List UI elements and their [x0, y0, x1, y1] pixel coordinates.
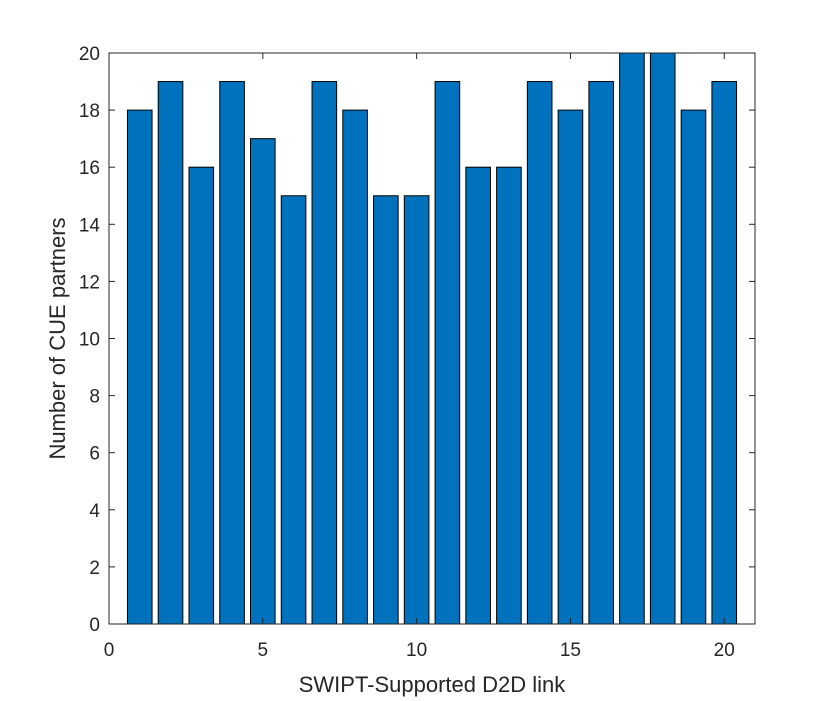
y-tick-label: 0 [89, 615, 100, 636]
bar [219, 81, 245, 625]
bar [588, 81, 615, 625]
bar [403, 195, 430, 625]
x-tick-label: 5 [258, 640, 269, 661]
y-tick-label: 16 [79, 158, 100, 179]
bar [434, 81, 461, 625]
bar [649, 52, 676, 625]
y-tick-label: 6 [89, 444, 100, 465]
bar [680, 109, 707, 625]
y-tick-label: 20 [79, 44, 100, 65]
bar [126, 109, 153, 625]
y-tick-label: 14 [79, 215, 101, 236]
x-tick-label: 20 [714, 640, 735, 661]
y-tick-label: 12 [79, 272, 100, 293]
bar [465, 166, 491, 625]
bar [557, 109, 584, 625]
x-axis-label: SWIPT-Supported D2D link [299, 672, 567, 697]
plot-area [109, 53, 755, 624]
x-tick-label: 10 [406, 640, 427, 661]
bars-group [126, 52, 738, 625]
y-tick-label: 8 [89, 387, 100, 408]
bar [496, 166, 522, 625]
bar [619, 52, 645, 625]
y-axis-label: Number of CUE partners [45, 217, 70, 459]
y-tick-label: 18 [79, 101, 100, 122]
bar [280, 195, 307, 625]
y-tick-label: 2 [89, 558, 100, 579]
ticks-group: 0 5 10 15 20 0 2 4 6 8 10 12 14 16 18 20 [79, 44, 755, 661]
bar [188, 166, 215, 625]
bar [373, 195, 399, 625]
bar [711, 81, 738, 625]
bar [342, 109, 368, 625]
bar [526, 81, 553, 625]
y-tick-label: 4 [89, 501, 100, 522]
y-tick-label: 10 [79, 330, 100, 351]
x-tick-label: 0 [104, 640, 115, 661]
x-tick-label: 15 [560, 640, 581, 661]
bar [157, 81, 184, 625]
bar [250, 138, 276, 625]
bar [311, 81, 338, 625]
